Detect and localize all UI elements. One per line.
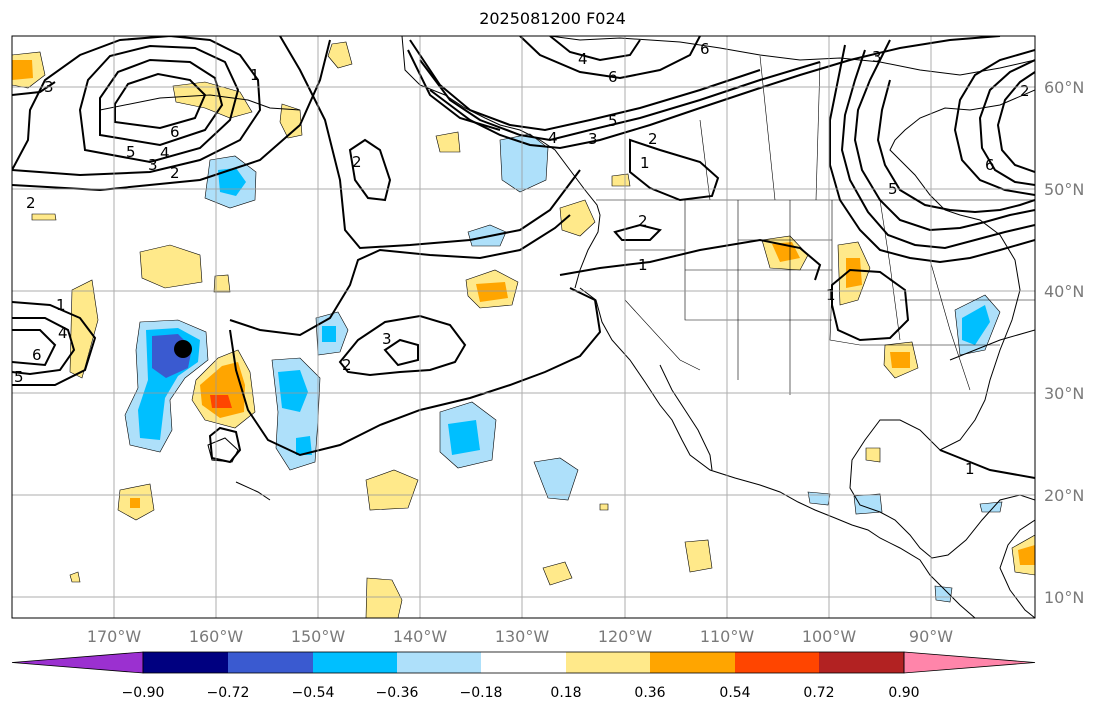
colorbar-tick: 0.72 [803,685,834,701]
lat-label: 20°N [1044,486,1084,505]
colorbar-swatch [397,652,481,673]
longitude-labels: 170°W 160°W 150°W 140°W 130°W 120°W 110°… [87,627,953,646]
coastlines [99,36,1035,618]
gridlines [12,36,1035,618]
contour-label: 1 [826,286,836,304]
contour-label: 5 [126,143,136,161]
contour-label: 2 [352,153,362,171]
colorbar-swatch [819,652,904,673]
lat-label: 40°N [1044,282,1084,301]
contour-label: 4 [578,50,588,68]
contour-label: 3 [382,330,392,348]
colorbar-tick: −0.36 [376,685,419,701]
colorbar-tick: −0.54 [292,685,335,701]
contour-label: 2 [26,194,36,212]
lon-label: 120°W [598,627,653,646]
contour-label: 5 [14,368,24,386]
colorbar-tick: −0.18 [460,685,503,701]
lon-label: 150°W [291,627,346,646]
colorbar-tick: −0.90 [122,685,165,701]
chart-title: 2025081200 F024 [479,9,626,28]
latitude-labels: 60°N 50°N 40°N 30°N 20°N 10°N [1044,78,1084,607]
contour-label: 1 [965,460,975,478]
colorbar-tick: 0.36 [634,685,665,701]
contour-label: 3 [588,130,598,148]
contour-label: 1 [56,296,66,314]
contour-label: 4 [160,144,170,162]
lon-label: 170°W [87,627,142,646]
lon-label: 130°W [495,627,550,646]
lon-label: 160°W [189,627,244,646]
lat-label: 30°N [1044,384,1084,403]
contour-label: 3 [148,156,158,174]
colorbar-tick: 0.90 [888,685,919,701]
contour-label: 2 [342,356,352,374]
contour-label: 6 [170,123,180,141]
contour-label: 4 [548,129,558,147]
colorbar-swatch [228,652,313,673]
map-frame [11,35,1036,619]
colorbar-extend-min [11,651,144,674]
lon-label: 90°W [909,627,953,646]
contour-label: 6 [608,68,618,86]
colorbar-frame [142,651,905,674]
colorbar-swatch [143,652,228,673]
colorbar-swatch [735,652,819,673]
lon-label: 140°W [393,627,448,646]
contour-label: 6 [985,156,995,174]
colorbar-swatch [481,652,566,673]
colorbar-extend-max [903,651,1036,674]
colorbar-swatches [11,651,1036,674]
lon-label: 110°W [700,627,755,646]
contour-label: 3 [872,48,882,66]
colorbar-swatch [650,652,735,673]
contour-label: 5 [608,112,618,130]
contour-label: 1 [250,66,260,84]
contour-label: 1 [640,154,650,172]
colorbar-tick: −0.72 [207,685,250,701]
contour-label: 2 [638,212,648,230]
contour-label: 2 [1020,82,1030,100]
lat-label: 10°N [1044,588,1084,607]
contour-label: 4 [58,324,68,342]
contour-label: 1 [638,256,648,274]
colorbar: −0.90 −0.72 −0.54 −0.36 −0.18 0.18 0.36 … [11,651,1036,701]
anomaly-shading [12,41,1035,618]
colorbar-swatch [566,652,650,673]
contour-label: 6 [700,40,710,58]
location-marker [174,340,192,358]
contour-label: 2 [648,130,658,148]
contour-label: 6 [32,346,42,364]
lat-label: 50°N [1044,180,1084,199]
lat-label: 60°N [1044,78,1084,97]
lon-label: 100°W [802,627,857,646]
contour-label: 2 [170,164,180,182]
colorbar-tick: 0.18 [550,685,581,701]
colorbar-ticks: −0.90 −0.72 −0.54 −0.36 −0.18 0.18 0.36 … [122,685,920,701]
colorbar-tick: 0.54 [719,685,750,701]
map-area: 3 5 3 4 2 6 2 1 4 6 6 4 5 3 2 1 3 2 6 5 … [12,36,1035,618]
colorbar-swatch [313,652,397,673]
contour-lines [12,36,1035,479]
